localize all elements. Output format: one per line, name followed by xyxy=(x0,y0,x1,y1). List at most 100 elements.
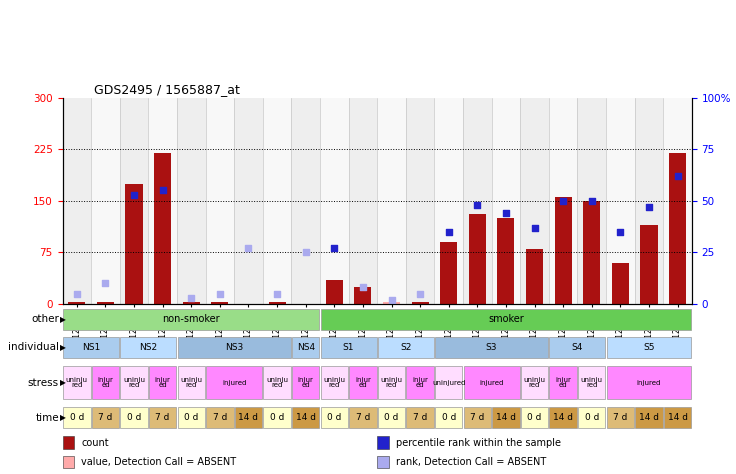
Text: smoker: smoker xyxy=(488,314,524,325)
Text: uninju
red: uninju red xyxy=(180,377,202,388)
Point xyxy=(157,187,169,194)
Bar xyxy=(63,407,91,428)
Text: 14 d: 14 d xyxy=(238,413,258,422)
Bar xyxy=(498,218,514,304)
Bar xyxy=(292,337,319,358)
Bar xyxy=(321,407,348,428)
Text: 7 d: 7 d xyxy=(413,413,428,422)
Bar xyxy=(92,407,119,428)
Text: uninju
red: uninju red xyxy=(323,377,345,388)
Text: 14 d: 14 d xyxy=(553,413,573,422)
Bar xyxy=(263,98,291,304)
Bar xyxy=(91,98,120,304)
Bar xyxy=(177,98,205,304)
Bar xyxy=(63,437,74,449)
Bar xyxy=(97,302,114,304)
Text: 7 d: 7 d xyxy=(213,413,227,422)
Text: injur
ed: injur ed xyxy=(412,377,428,388)
Bar xyxy=(640,225,657,304)
Text: 14 d: 14 d xyxy=(296,413,316,422)
Bar xyxy=(378,366,406,399)
Text: 0 d: 0 d xyxy=(327,413,342,422)
Bar xyxy=(177,337,291,358)
Text: uninju
red: uninju red xyxy=(266,377,288,388)
Bar xyxy=(520,98,549,304)
Text: uninju
red: uninju red xyxy=(123,377,145,388)
Point xyxy=(185,294,197,301)
Bar xyxy=(68,302,85,304)
Bar xyxy=(349,366,377,399)
Text: S1: S1 xyxy=(343,343,354,352)
Bar xyxy=(321,366,348,399)
Bar xyxy=(263,366,291,399)
Bar xyxy=(354,287,372,304)
Bar xyxy=(411,302,428,304)
Text: 0 d: 0 d xyxy=(584,413,599,422)
Bar xyxy=(434,98,463,304)
Point xyxy=(500,210,512,217)
Bar xyxy=(205,98,234,304)
Point xyxy=(271,290,283,297)
Bar xyxy=(63,366,91,399)
Bar xyxy=(183,302,200,304)
Bar xyxy=(578,366,606,399)
Text: 14 d: 14 d xyxy=(639,413,659,422)
Text: 0 d: 0 d xyxy=(184,413,199,422)
Text: injur
ed: injur ed xyxy=(98,377,113,388)
Point xyxy=(615,228,626,236)
Bar xyxy=(177,366,205,399)
Text: injured: injured xyxy=(479,380,504,385)
Point xyxy=(557,197,569,205)
Text: S4: S4 xyxy=(572,343,583,352)
Text: injur
ed: injur ed xyxy=(155,377,171,388)
Bar xyxy=(377,437,389,449)
Point xyxy=(99,280,111,287)
Bar xyxy=(521,407,548,428)
Bar xyxy=(549,337,606,358)
Text: S3: S3 xyxy=(486,343,498,352)
Bar xyxy=(549,407,577,428)
Bar xyxy=(263,407,291,428)
Text: 0 d: 0 d xyxy=(270,413,284,422)
Text: value, Detection Call = ABSENT: value, Detection Call = ABSENT xyxy=(82,457,236,467)
Bar xyxy=(612,263,629,304)
Text: 7 d: 7 d xyxy=(155,413,170,422)
Text: NS3: NS3 xyxy=(225,343,244,352)
Text: percentile rank within the sample: percentile rank within the sample xyxy=(396,438,561,447)
Bar xyxy=(206,407,233,428)
Bar xyxy=(383,302,400,304)
Bar xyxy=(269,302,286,304)
Text: NS2: NS2 xyxy=(139,343,158,352)
Text: 7 d: 7 d xyxy=(613,413,628,422)
Bar xyxy=(435,337,548,358)
Text: 0 d: 0 d xyxy=(70,413,84,422)
Bar xyxy=(121,337,177,358)
Point xyxy=(528,224,540,231)
Point xyxy=(328,245,340,252)
Point xyxy=(214,290,226,297)
Bar xyxy=(154,153,171,304)
Text: S2: S2 xyxy=(400,343,411,352)
Bar xyxy=(406,407,434,428)
Bar xyxy=(606,98,634,304)
Bar xyxy=(469,215,486,304)
Bar xyxy=(120,98,149,304)
Bar xyxy=(63,309,319,330)
Bar xyxy=(149,366,177,399)
Text: injur
ed: injur ed xyxy=(298,377,314,388)
Bar xyxy=(663,98,692,304)
Text: uninju
red: uninju red xyxy=(523,377,545,388)
Text: injur
ed: injur ed xyxy=(355,377,371,388)
Bar xyxy=(149,407,177,428)
Text: 0 d: 0 d xyxy=(127,413,141,422)
Bar xyxy=(326,280,343,304)
Bar xyxy=(664,407,691,428)
Bar xyxy=(464,366,520,399)
Text: injured: injured xyxy=(637,380,661,385)
Bar xyxy=(635,407,662,428)
Bar xyxy=(554,197,572,304)
Point xyxy=(443,228,455,236)
Bar xyxy=(578,407,606,428)
Bar xyxy=(349,407,377,428)
Point xyxy=(300,248,311,256)
